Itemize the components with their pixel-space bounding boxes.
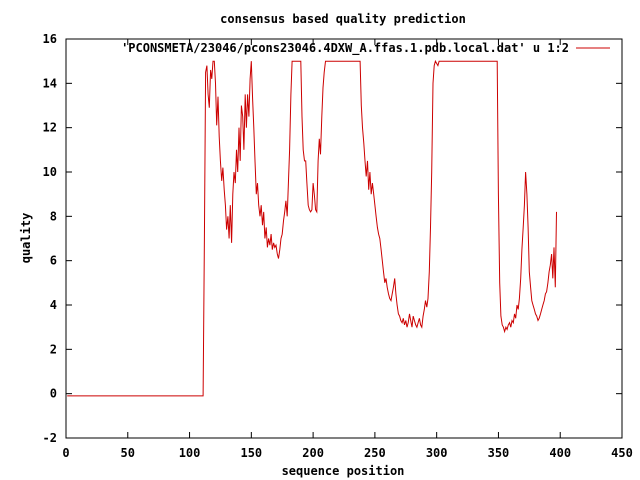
- legend-label: 'PCONSMETA/23046/pcons23046.4DXW_A.ffas.…: [121, 41, 569, 56]
- axis-ticks: 0 50 100 150 200 250 300 350 400 450 -2 0 2 4 6 8 10 12 14…: [43, 32, 633, 460]
- x-tick-label: 150: [240, 446, 262, 460]
- x-tick-label: 350: [488, 446, 510, 460]
- plot-frame: [65, 38, 623, 439]
- y-tick-label: 16: [43, 32, 57, 46]
- y-tick-label: 8: [50, 209, 57, 223]
- x-tick-label: 100: [179, 446, 201, 460]
- y-tick-label: 2: [50, 342, 57, 356]
- x-axis-label: sequence position: [282, 464, 405, 478]
- series-layer: [67, 59, 557, 397]
- x-tick-label: 0: [62, 446, 69, 460]
- x-tick-label: 400: [549, 446, 571, 460]
- y-tick-label: -2: [43, 431, 57, 445]
- x-tick-label: 450: [611, 446, 633, 460]
- x-tick-label: 50: [121, 446, 135, 460]
- x-tick-label: 300: [426, 446, 448, 460]
- y-tick-label: 10: [43, 165, 57, 179]
- y-axis-label: quality: [19, 213, 33, 264]
- y-tick-label: 0: [50, 387, 57, 401]
- series-line: [67, 59, 557, 397]
- y-tick-label: 6: [50, 254, 57, 268]
- x-tick-label: 250: [364, 446, 386, 460]
- x-tick-label: 200: [302, 446, 324, 460]
- y-tick-label: 4: [50, 298, 57, 312]
- y-tick-label: 12: [43, 121, 57, 135]
- legend: 'PCONSMETA/23046/pcons23046.4DXW_A.ffas.…: [121, 41, 610, 56]
- chart-title: consensus based quality prediction: [220, 12, 466, 26]
- y-tick-label: 14: [43, 76, 57, 90]
